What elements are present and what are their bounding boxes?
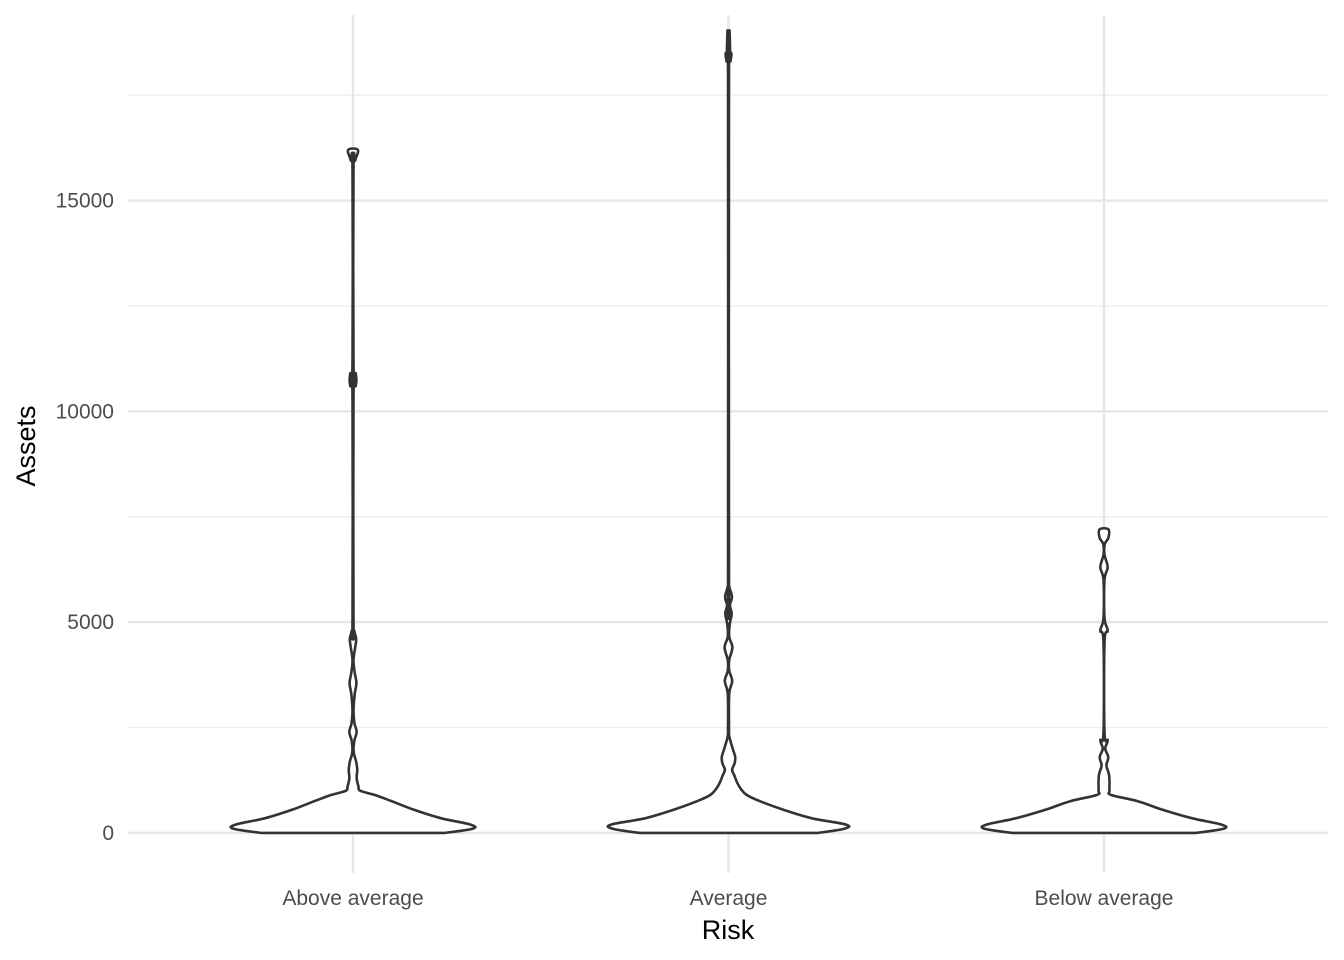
y-tick-label: 15000 [56, 190, 114, 213]
violin-above-average [229, 147, 477, 835]
violins [229, 28, 1228, 835]
x-tick-label: Above average [282, 887, 423, 910]
violin-below-average [980, 526, 1228, 835]
y-tick-label: 10000 [56, 400, 114, 423]
y-axis-ticks: 0 5000 10000 15000 [56, 190, 114, 845]
x-tick-label: Below average [1035, 887, 1174, 910]
x-axis-ticks: Above average Average Below average [282, 887, 1173, 910]
y-tick-label: 5000 [67, 611, 114, 634]
y-axis-title: Assets [11, 405, 41, 486]
x-axis-title: Risk [702, 915, 755, 945]
violin-average [606, 28, 851, 835]
x-tick-label: Average [690, 887, 768, 910]
y-tick-label: 0 [102, 822, 114, 845]
